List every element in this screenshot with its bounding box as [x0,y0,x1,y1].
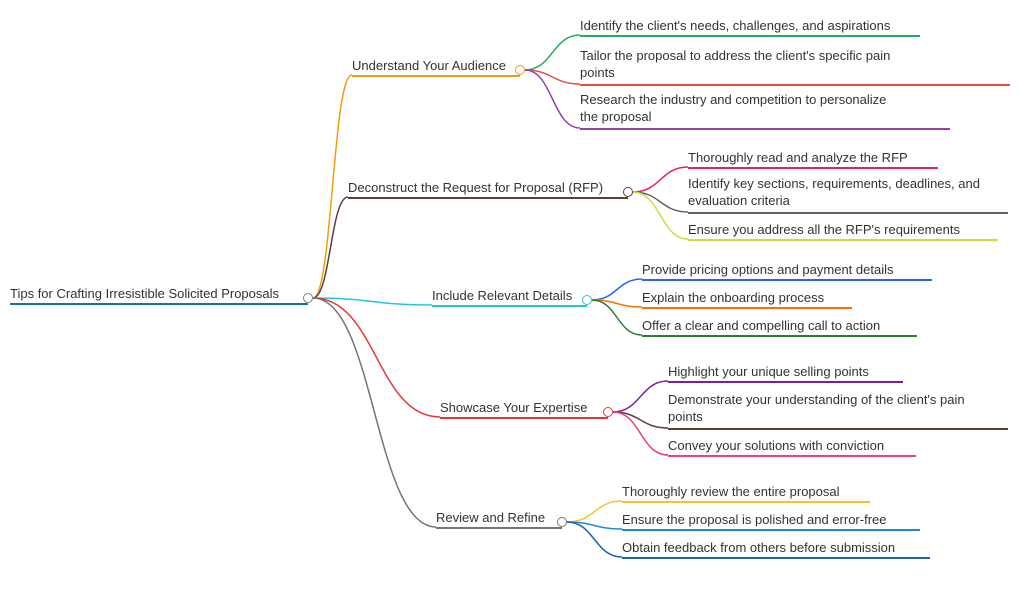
leaf-2-2: Offer a clear and compelling call to act… [642,318,917,335]
root-node-underline [10,303,308,305]
leaf-2-0: Provide pricing options and payment deta… [642,262,932,279]
branch-4-underline [436,527,562,529]
leaf-3-1-underline [668,428,1008,430]
branch-0-handle [515,65,525,75]
leaf-2-0-underline [642,279,932,281]
leaf-1-0: Thoroughly read and analyze the RFP [688,150,938,167]
leaf-3-0-underline [668,381,903,383]
branch-1-underline [348,197,628,199]
leaf-2-2-underline [642,335,917,337]
leaf-0-2: Research the industry and competition to… [580,92,950,126]
branch-4-handle [557,517,567,527]
leaf-4-0-underline [622,501,870,503]
leaf-0-0-underline [580,35,920,37]
branch-3: Showcase Your Expertise [440,400,608,417]
root-node: Tips for Crafting Irresistible Solicited… [10,286,308,303]
leaf-4-2: Obtain feedback from others before submi… [622,540,930,557]
branch-2-handle [582,295,592,305]
branch-0-underline [352,75,520,77]
leaf-1-2: Ensure you address all the RFP's require… [688,222,998,239]
branch-1-handle [623,187,633,197]
leaf-2-1-underline [642,307,852,309]
leaf-0-1: Tailor the proposal to address the clien… [580,48,1010,82]
branch-3-handle [603,407,613,417]
branch-2: Include Relevant Details [432,288,587,305]
branch-1: Deconstruct the Request for Proposal (RF… [348,180,628,197]
leaf-3-1: Demonstrate your understanding of the cl… [668,392,1008,426]
leaf-1-2-underline [688,239,998,241]
leaf-1-1-underline [688,212,1008,214]
branch-4: Review and Refine [436,510,562,527]
leaf-3-0: Highlight your unique selling points [668,364,903,381]
leaf-4-0: Thoroughly review the entire proposal [622,484,870,501]
leaf-4-1-underline [622,529,920,531]
branch-2-underline [432,305,587,307]
root-node-handle [303,293,313,303]
leaf-4-1: Ensure the proposal is polished and erro… [622,512,920,529]
leaf-3-2-underline [668,455,916,457]
branch-3-underline [440,417,608,419]
leaf-3-2: Convey your solutions with conviction [668,438,916,455]
leaf-0-1-underline [580,84,1010,86]
branch-0: Understand Your Audience [352,58,520,75]
leaf-0-0: Identify the client's needs, challenges,… [580,18,920,35]
leaf-1-1: Identify key sections, requirements, dea… [688,176,1008,210]
leaf-4-2-underline [622,557,930,559]
leaf-1-0-underline [688,167,938,169]
leaf-2-1: Explain the onboarding process [642,290,852,307]
leaf-0-2-underline [580,128,950,130]
